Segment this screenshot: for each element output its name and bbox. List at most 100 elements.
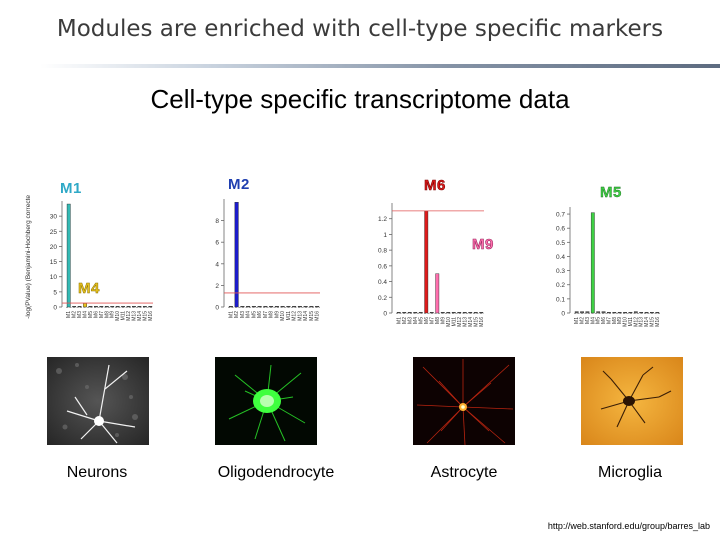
bar-m14 bbox=[644, 311, 649, 314]
x-tick-label: M16 bbox=[148, 311, 154, 321]
x-tick-label: M2 bbox=[72, 311, 78, 318]
bar-m6 bbox=[257, 305, 262, 308]
x-tick-label: M5 bbox=[418, 317, 424, 324]
bar-m13 bbox=[132, 305, 136, 308]
x-tick-label: M16 bbox=[655, 317, 661, 327]
x-tick-label: M8 bbox=[269, 311, 275, 318]
y-tick-label: 8 bbox=[215, 218, 219, 225]
oligodendrocyte-micrograph-image bbox=[215, 357, 317, 445]
x-tick-label: M9 bbox=[274, 311, 280, 318]
x-tick-label: M6 bbox=[424, 317, 430, 324]
bar-m5 bbox=[418, 311, 423, 314]
microglia-bar-chart: 0 0.1 0.2 0.3 0.4 0.5 0.6 0.7 M1 M2 M3 M4 M5 M6 M7 M8 M9… bbox=[556, 207, 661, 327]
x-tick-label: M5 bbox=[596, 317, 602, 324]
module-label-m6: M6 bbox=[424, 177, 446, 195]
bar-m11 bbox=[451, 311, 456, 314]
y-tick-label: 0.6 bbox=[378, 263, 387, 270]
cell-label-astrocyte: Astrocyte bbox=[430, 464, 498, 481]
y-tick-label: 10 bbox=[50, 274, 58, 281]
x-tick-label: M13 bbox=[131, 311, 137, 321]
x-tick-label: M6 bbox=[257, 311, 263, 318]
x-tick-label: M2 bbox=[402, 317, 408, 324]
bar-m7 bbox=[99, 305, 104, 308]
x-tick-label: M8 bbox=[435, 317, 441, 324]
x-tick-label: M14 bbox=[137, 311, 143, 321]
x-tick-label: M10 bbox=[623, 317, 629, 327]
y-tick-label: 0.6 bbox=[556, 226, 565, 233]
x-tick-label: M15 bbox=[473, 317, 479, 327]
bar-m11 bbox=[628, 311, 633, 314]
bar-m10 bbox=[115, 305, 120, 308]
bar-m11 bbox=[121, 305, 125, 308]
y-tick-label: 0.2 bbox=[556, 282, 565, 289]
bar-m7 bbox=[263, 305, 268, 308]
x-tick-label: M4 bbox=[246, 311, 252, 318]
x-tick-label: M2 bbox=[580, 317, 586, 324]
x-tick-label: M10 bbox=[280, 311, 286, 321]
y-tick-label: 0 bbox=[215, 305, 219, 312]
x-tick-label: M10 bbox=[115, 311, 121, 321]
bar-m16 bbox=[315, 305, 320, 308]
slide-subtitle: Cell-type specific transcriptome data bbox=[150, 84, 570, 114]
bar-m11 bbox=[286, 305, 291, 308]
x-tick-label: M6 bbox=[601, 317, 607, 324]
x-tick-label: M7 bbox=[99, 311, 105, 318]
bar-m6 bbox=[601, 311, 606, 314]
y-tick-label: 0.7 bbox=[556, 212, 565, 219]
x-tick-label: M2 bbox=[234, 311, 240, 318]
x-tick-label: M1 bbox=[574, 317, 580, 324]
x-tick-label: M14 bbox=[468, 317, 474, 327]
x-tick-label: M1 bbox=[396, 317, 402, 324]
x-tick-label: M11 bbox=[286, 311, 292, 321]
y-tick-label: 0 bbox=[53, 305, 57, 312]
y-tick-label: 0 bbox=[383, 311, 387, 318]
x-tick-label: M9 bbox=[110, 311, 116, 318]
bar-m12 bbox=[633, 311, 638, 314]
x-tick-label: M6 bbox=[93, 311, 99, 318]
x-tick-label: M11 bbox=[121, 311, 127, 321]
bar-m8 bbox=[269, 305, 274, 308]
x-tick-label: M9 bbox=[617, 317, 623, 324]
bar-m9 bbox=[110, 305, 115, 308]
bar-m5 bbox=[596, 311, 601, 314]
x-tick-label: M15 bbox=[142, 311, 148, 321]
x-tick-label: M13 bbox=[639, 317, 645, 327]
bar-m16 bbox=[148, 305, 153, 308]
bar-m15 bbox=[650, 311, 654, 314]
x-tick-label: M5 bbox=[88, 311, 94, 318]
bar-m9 bbox=[274, 305, 279, 308]
y-axis-title: -log(PValue) (Benjamini-Hochberg correct… bbox=[25, 195, 32, 319]
microglia-micrograph-image bbox=[581, 357, 683, 445]
y-tick-label: 25 bbox=[50, 229, 58, 236]
bar-m14 bbox=[137, 305, 142, 308]
bar-m1 bbox=[66, 203, 71, 308]
x-tick-label: M3 bbox=[77, 311, 83, 318]
x-tick-label: M14 bbox=[303, 311, 309, 321]
x-tick-label: M10 bbox=[446, 317, 452, 327]
x-tick-label: M11 bbox=[628, 317, 634, 327]
bar-m15 bbox=[473, 311, 478, 314]
cell-label-microglia: Microglia bbox=[597, 464, 662, 481]
module-label-m5: M5 bbox=[600, 184, 622, 201]
x-tick-label: M7 bbox=[606, 317, 612, 324]
bar-m14 bbox=[468, 311, 473, 314]
x-tick-label: M8 bbox=[612, 317, 618, 324]
y-tick-label: 0.4 bbox=[556, 254, 565, 261]
x-tick-label: M3 bbox=[407, 317, 413, 324]
x-tick-label: M15 bbox=[309, 311, 315, 321]
bar-m12 bbox=[126, 305, 131, 308]
bar-m2 bbox=[580, 311, 584, 314]
x-tick-label: M4 bbox=[83, 311, 89, 318]
x-tick-label: M16 bbox=[315, 311, 321, 321]
bar-m15 bbox=[309, 305, 314, 308]
bar-m16 bbox=[655, 311, 660, 314]
bar-m8 bbox=[104, 305, 109, 308]
bar-m12 bbox=[457, 311, 462, 314]
bar-m4 bbox=[246, 305, 251, 308]
y-tick-label: 5 bbox=[53, 289, 57, 296]
y-tick-label: 1.2 bbox=[378, 216, 387, 223]
x-tick-label: M13 bbox=[297, 311, 303, 321]
bar-m13 bbox=[297, 305, 302, 308]
y-tick-label: 0.8 bbox=[378, 248, 387, 255]
